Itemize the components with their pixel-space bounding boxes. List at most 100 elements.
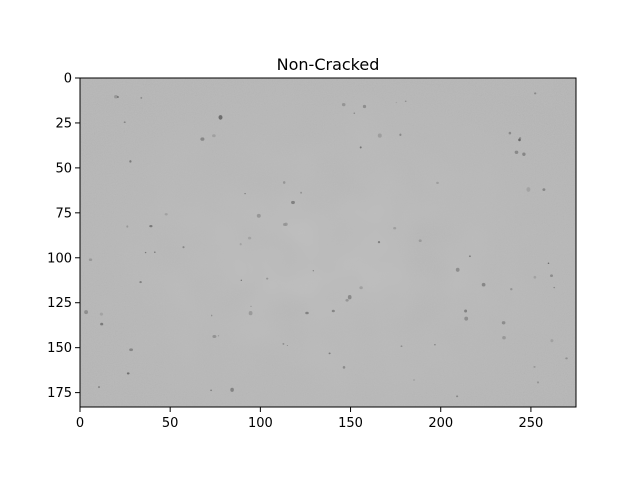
surface-pit [359, 146, 362, 149]
x-tick-label: 100 [248, 416, 273, 431]
surface-pit [553, 286, 555, 289]
x-tick-label: 150 [338, 416, 363, 431]
surface-pit [328, 352, 331, 355]
surface-pit [99, 312, 104, 316]
surface-pit [282, 343, 285, 345]
surface-pit [282, 181, 286, 184]
surface-pit [518, 138, 521, 142]
surface-pit [395, 102, 397, 104]
surface-pit [210, 389, 213, 392]
surface-pit [286, 344, 288, 346]
y-tick-label: 75 [55, 206, 72, 221]
surface-pit [284, 222, 288, 226]
surface-pit [114, 94, 118, 99]
surface-pit [508, 131, 512, 135]
surface-pit [98, 386, 100, 389]
surface-pit [342, 366, 346, 369]
surface-pit [377, 133, 382, 138]
surface-pit [248, 310, 253, 316]
y-tick-label: 150 [47, 341, 72, 356]
surface-pit [300, 191, 302, 194]
surface-pit [305, 311, 309, 315]
surface-pit [212, 334, 217, 339]
surface-pit [377, 240, 381, 244]
y-tick-label: 25 [55, 116, 72, 131]
axes-frame [79, 77, 577, 408]
surface-pit [481, 282, 486, 287]
surface-pit [404, 100, 407, 102]
surface-pit [256, 213, 261, 218]
surface-pit [536, 381, 540, 384]
surface-pit [182, 246, 185, 249]
surface-pit [533, 275, 537, 279]
surface-pit [345, 299, 349, 302]
surface-pit [244, 193, 246, 195]
x-tick-label: 200 [428, 416, 453, 431]
surface-pit [359, 286, 363, 290]
surface-pit [88, 258, 93, 262]
surface-pit [522, 152, 526, 156]
surface-pit [468, 255, 471, 258]
surface-pit [534, 92, 537, 95]
surface-pit [140, 96, 143, 99]
surface-pit [126, 225, 129, 228]
x-tick-label: 250 [518, 416, 543, 431]
concrete-image [80, 78, 576, 407]
surface-pit [217, 335, 220, 337]
surface-pit [139, 281, 142, 284]
surface-pit [547, 262, 550, 265]
surface-pit [116, 96, 119, 98]
surface-pit [144, 251, 147, 254]
surface-pit [230, 387, 234, 392]
surface-pit [464, 316, 469, 321]
x-tick-label: 50 [162, 416, 179, 431]
y-tick-label: 50 [55, 161, 72, 176]
surface-pit [129, 348, 134, 352]
x-axis-ticks: 0 50 100 150 200 250 [76, 407, 543, 431]
surface-pit [341, 102, 346, 107]
surface-pit [312, 270, 314, 272]
surface-pit [239, 243, 242, 246]
surface-pit [200, 137, 205, 141]
surface-pit [399, 133, 402, 136]
surface-pit [393, 227, 397, 230]
surface-pit [164, 213, 168, 216]
surface-pit [434, 344, 436, 346]
surface-pit [353, 112, 356, 115]
surface-pit [100, 322, 104, 326]
surface-pit [149, 224, 153, 228]
surface-pit [129, 160, 132, 163]
surface-pit [455, 267, 460, 272]
y-axis-ticks: 0 25 50 75 100 125 150 175 [47, 72, 80, 401]
surface-pit [510, 288, 513, 291]
y-tick-label: 175 [47, 386, 72, 401]
surface-pit [250, 305, 252, 307]
chart-title: Non-Cracked [277, 55, 380, 74]
surface-pit [514, 150, 519, 155]
surface-pit [533, 366, 536, 368]
surface-pit [123, 121, 126, 123]
surface-pit [331, 309, 335, 313]
y-tick-label: 100 [47, 251, 72, 266]
surface-pit [362, 104, 367, 109]
y-tick-label: 0 [64, 72, 72, 87]
surface-pit [240, 279, 242, 282]
surface-pit [266, 277, 269, 280]
surface-pit [84, 310, 89, 315]
surface-pit [413, 379, 415, 381]
surface-pit [291, 200, 295, 205]
surface-pit [456, 395, 459, 398]
surface-pit [154, 251, 156, 253]
surface-pit [464, 309, 468, 313]
x-tick-label: 0 [76, 416, 84, 431]
surface-pit [565, 357, 568, 360]
surface-pits [84, 92, 568, 398]
surface-pit [212, 134, 216, 138]
y-tick-label: 125 [47, 296, 72, 311]
surface-pit [418, 239, 422, 242]
surface-pit [436, 181, 439, 185]
surface-pit [550, 274, 553, 278]
surface-pit [126, 372, 130, 375]
surface-pit [542, 188, 546, 191]
